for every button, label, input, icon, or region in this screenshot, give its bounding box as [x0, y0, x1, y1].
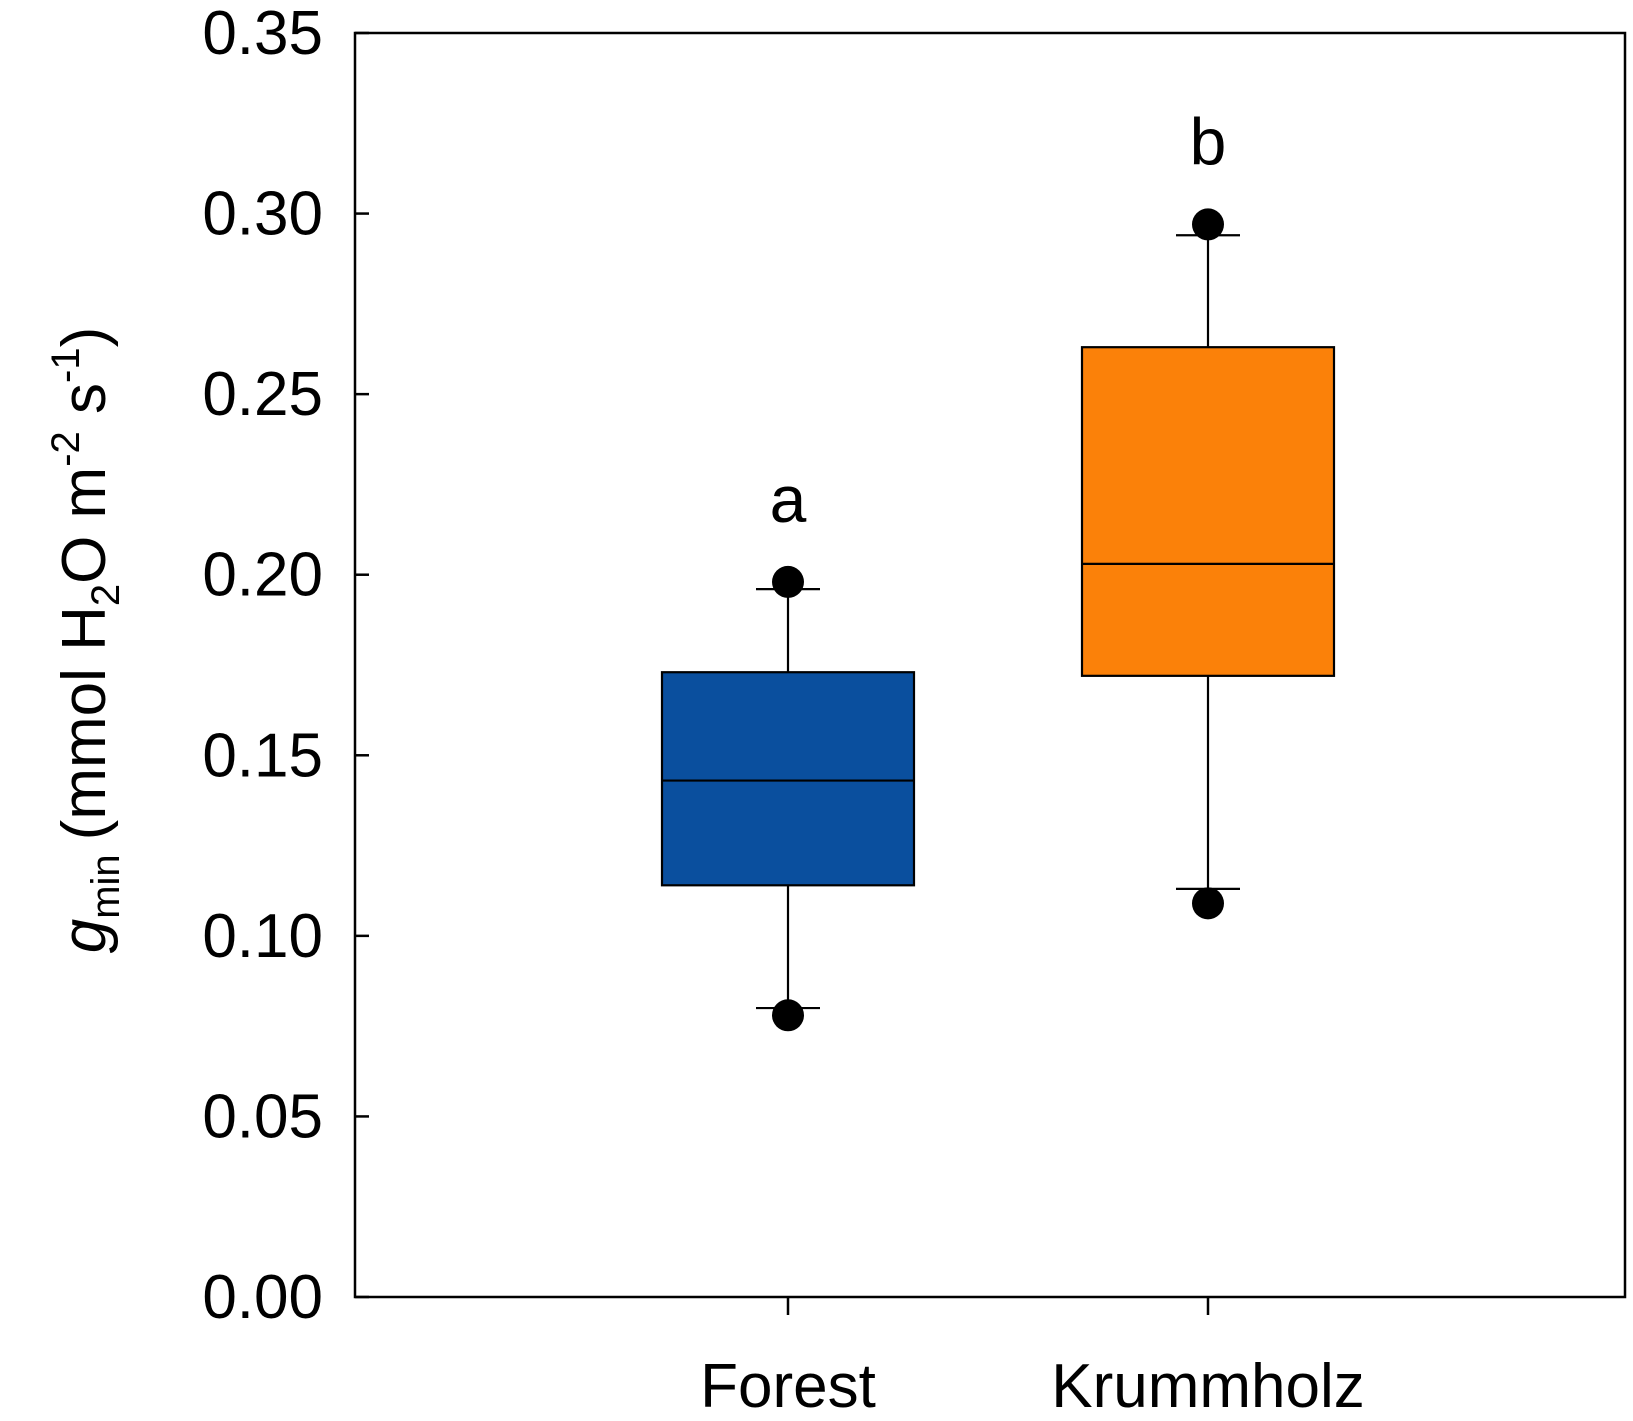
y-tick-label: 0.25: [202, 360, 323, 429]
y-tick-label: 0.30: [202, 180, 323, 249]
y-axis-symbol-subscript: min: [84, 854, 128, 918]
y-tick-label: 0.00: [202, 1263, 323, 1332]
y-axis-symbol: g: [50, 919, 119, 953]
y-axis-unit-subscript: 2: [84, 584, 128, 606]
y-axis-unit-superscript-1: -2: [44, 431, 88, 467]
y-tick-label: 0.35: [202, 0, 323, 68]
outlier-point: [1192, 208, 1224, 241]
y-axis-unit-s: s: [50, 383, 119, 431]
y-tick-label: 0.15: [202, 721, 323, 790]
significance-letter: a: [770, 462, 807, 536]
x-tick-label: Forest: [700, 1352, 876, 1421]
outlier-point: [1192, 887, 1224, 920]
y-axis-unit-close: ): [50, 327, 119, 348]
y-axis-unit-mid: O m: [50, 467, 119, 584]
y-tick-label: 0.20: [202, 541, 323, 610]
x-tick-label: Krummholz: [1051, 1352, 1365, 1421]
y-tick-label: 0.05: [202, 1082, 323, 1151]
y-axis-unit-open: (mmol H: [50, 606, 119, 840]
outlier-point: [772, 565, 804, 598]
y-tick-label: 0.10: [202, 902, 323, 971]
svg-text:gmin(mmol H2O m-2 s-1): gmin (mmol H2O m-2 s-1): [44, 327, 128, 954]
y-axis-title: gmin (mmol H2O m-2 s-1): [44, 327, 128, 954]
box-forest: [660, 671, 916, 887]
box-krummholz: [1080, 346, 1336, 677]
significance-letter: b: [1190, 104, 1227, 178]
outlier-point: [772, 999, 804, 1032]
plot-frame: [353, 31, 1627, 1299]
y-axis-unit-superscript-2: -1: [44, 347, 88, 383]
